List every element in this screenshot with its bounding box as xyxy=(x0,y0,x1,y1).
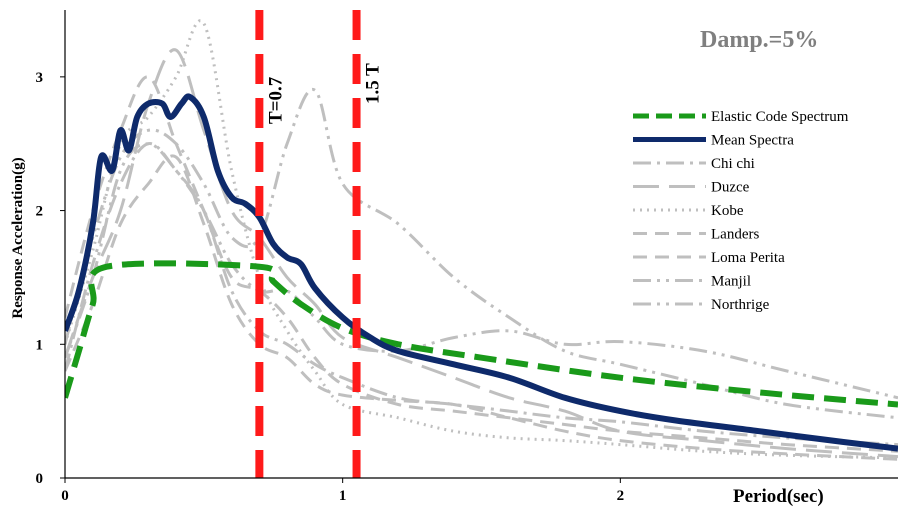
series-line-kobe xyxy=(65,19,898,460)
y-tick-label: 0 xyxy=(36,471,44,487)
series-line-landers xyxy=(65,154,898,461)
period-markers-layer xyxy=(255,10,361,478)
grey-series-layer xyxy=(65,19,898,461)
legend-label: Kobe xyxy=(711,203,744,219)
legend-item-elastic-code-spectrum: Elastic Code Spectrum xyxy=(633,109,849,125)
mean-spectrum-layer xyxy=(65,93,898,452)
damping-annotation: Damp.=5% xyxy=(700,27,818,53)
legend-label: Northrige xyxy=(711,297,770,313)
legend-label: Manjil xyxy=(711,274,751,290)
series-line-mean-spectra xyxy=(65,93,898,452)
legend-item-landers: Landers xyxy=(633,227,759,243)
legend-item-mean-spectra: Mean Spectra xyxy=(633,133,794,149)
y-tick-label: 2 xyxy=(36,204,44,220)
y-tick-label: 1 xyxy=(36,337,44,353)
code-spectrum-layer xyxy=(65,260,898,408)
legend-item-northrige: Northrige xyxy=(633,297,770,313)
marker-label-2: 1.5 T xyxy=(363,63,384,104)
legend-item-loma-perita: Loma Perita xyxy=(633,250,785,266)
legend-item-duzce: Duzce xyxy=(633,180,750,196)
tick-labels: 0 1 2 3 0 1 2 xyxy=(36,70,625,504)
legend: Elastic Code Spectrum Mean Spectra Chi chi… xyxy=(633,109,849,313)
legend-label: Loma Perita xyxy=(711,250,785,266)
series-line-elastic-code-spectrum xyxy=(65,260,898,408)
x-tick-label: 2 xyxy=(617,488,625,504)
x-tick-label: 0 xyxy=(61,488,69,504)
legend-label: Duzce xyxy=(711,180,750,196)
series-line-northrige xyxy=(65,87,898,420)
marker-labels: T=0.7 1.5 T xyxy=(265,63,383,124)
legend-label: Elastic Code Spectrum xyxy=(711,109,849,125)
series-line-manjil xyxy=(65,142,898,400)
y-tick-label: 3 xyxy=(36,70,44,86)
axes xyxy=(60,10,898,483)
legend-label: Chi chi xyxy=(711,156,755,172)
legend-label: Mean Spectra xyxy=(711,133,794,149)
series-line-duzce xyxy=(65,48,898,459)
x-axis-title: Period(sec) xyxy=(733,486,824,507)
series-line-chi-chi xyxy=(65,142,898,447)
legend-label: Landers xyxy=(711,227,759,243)
x-tick-label: 1 xyxy=(339,488,347,504)
legend-item-manjil: Manjil xyxy=(633,274,751,290)
series-line-loma-perita xyxy=(65,75,898,453)
legend-item-chi-chi: Chi chi xyxy=(633,156,755,172)
y-axis-title: Response Acceleration(g) xyxy=(10,157,26,318)
marker-label-1: T=0.7 xyxy=(265,76,286,124)
legend-item-kobe: Kobe xyxy=(633,203,744,219)
